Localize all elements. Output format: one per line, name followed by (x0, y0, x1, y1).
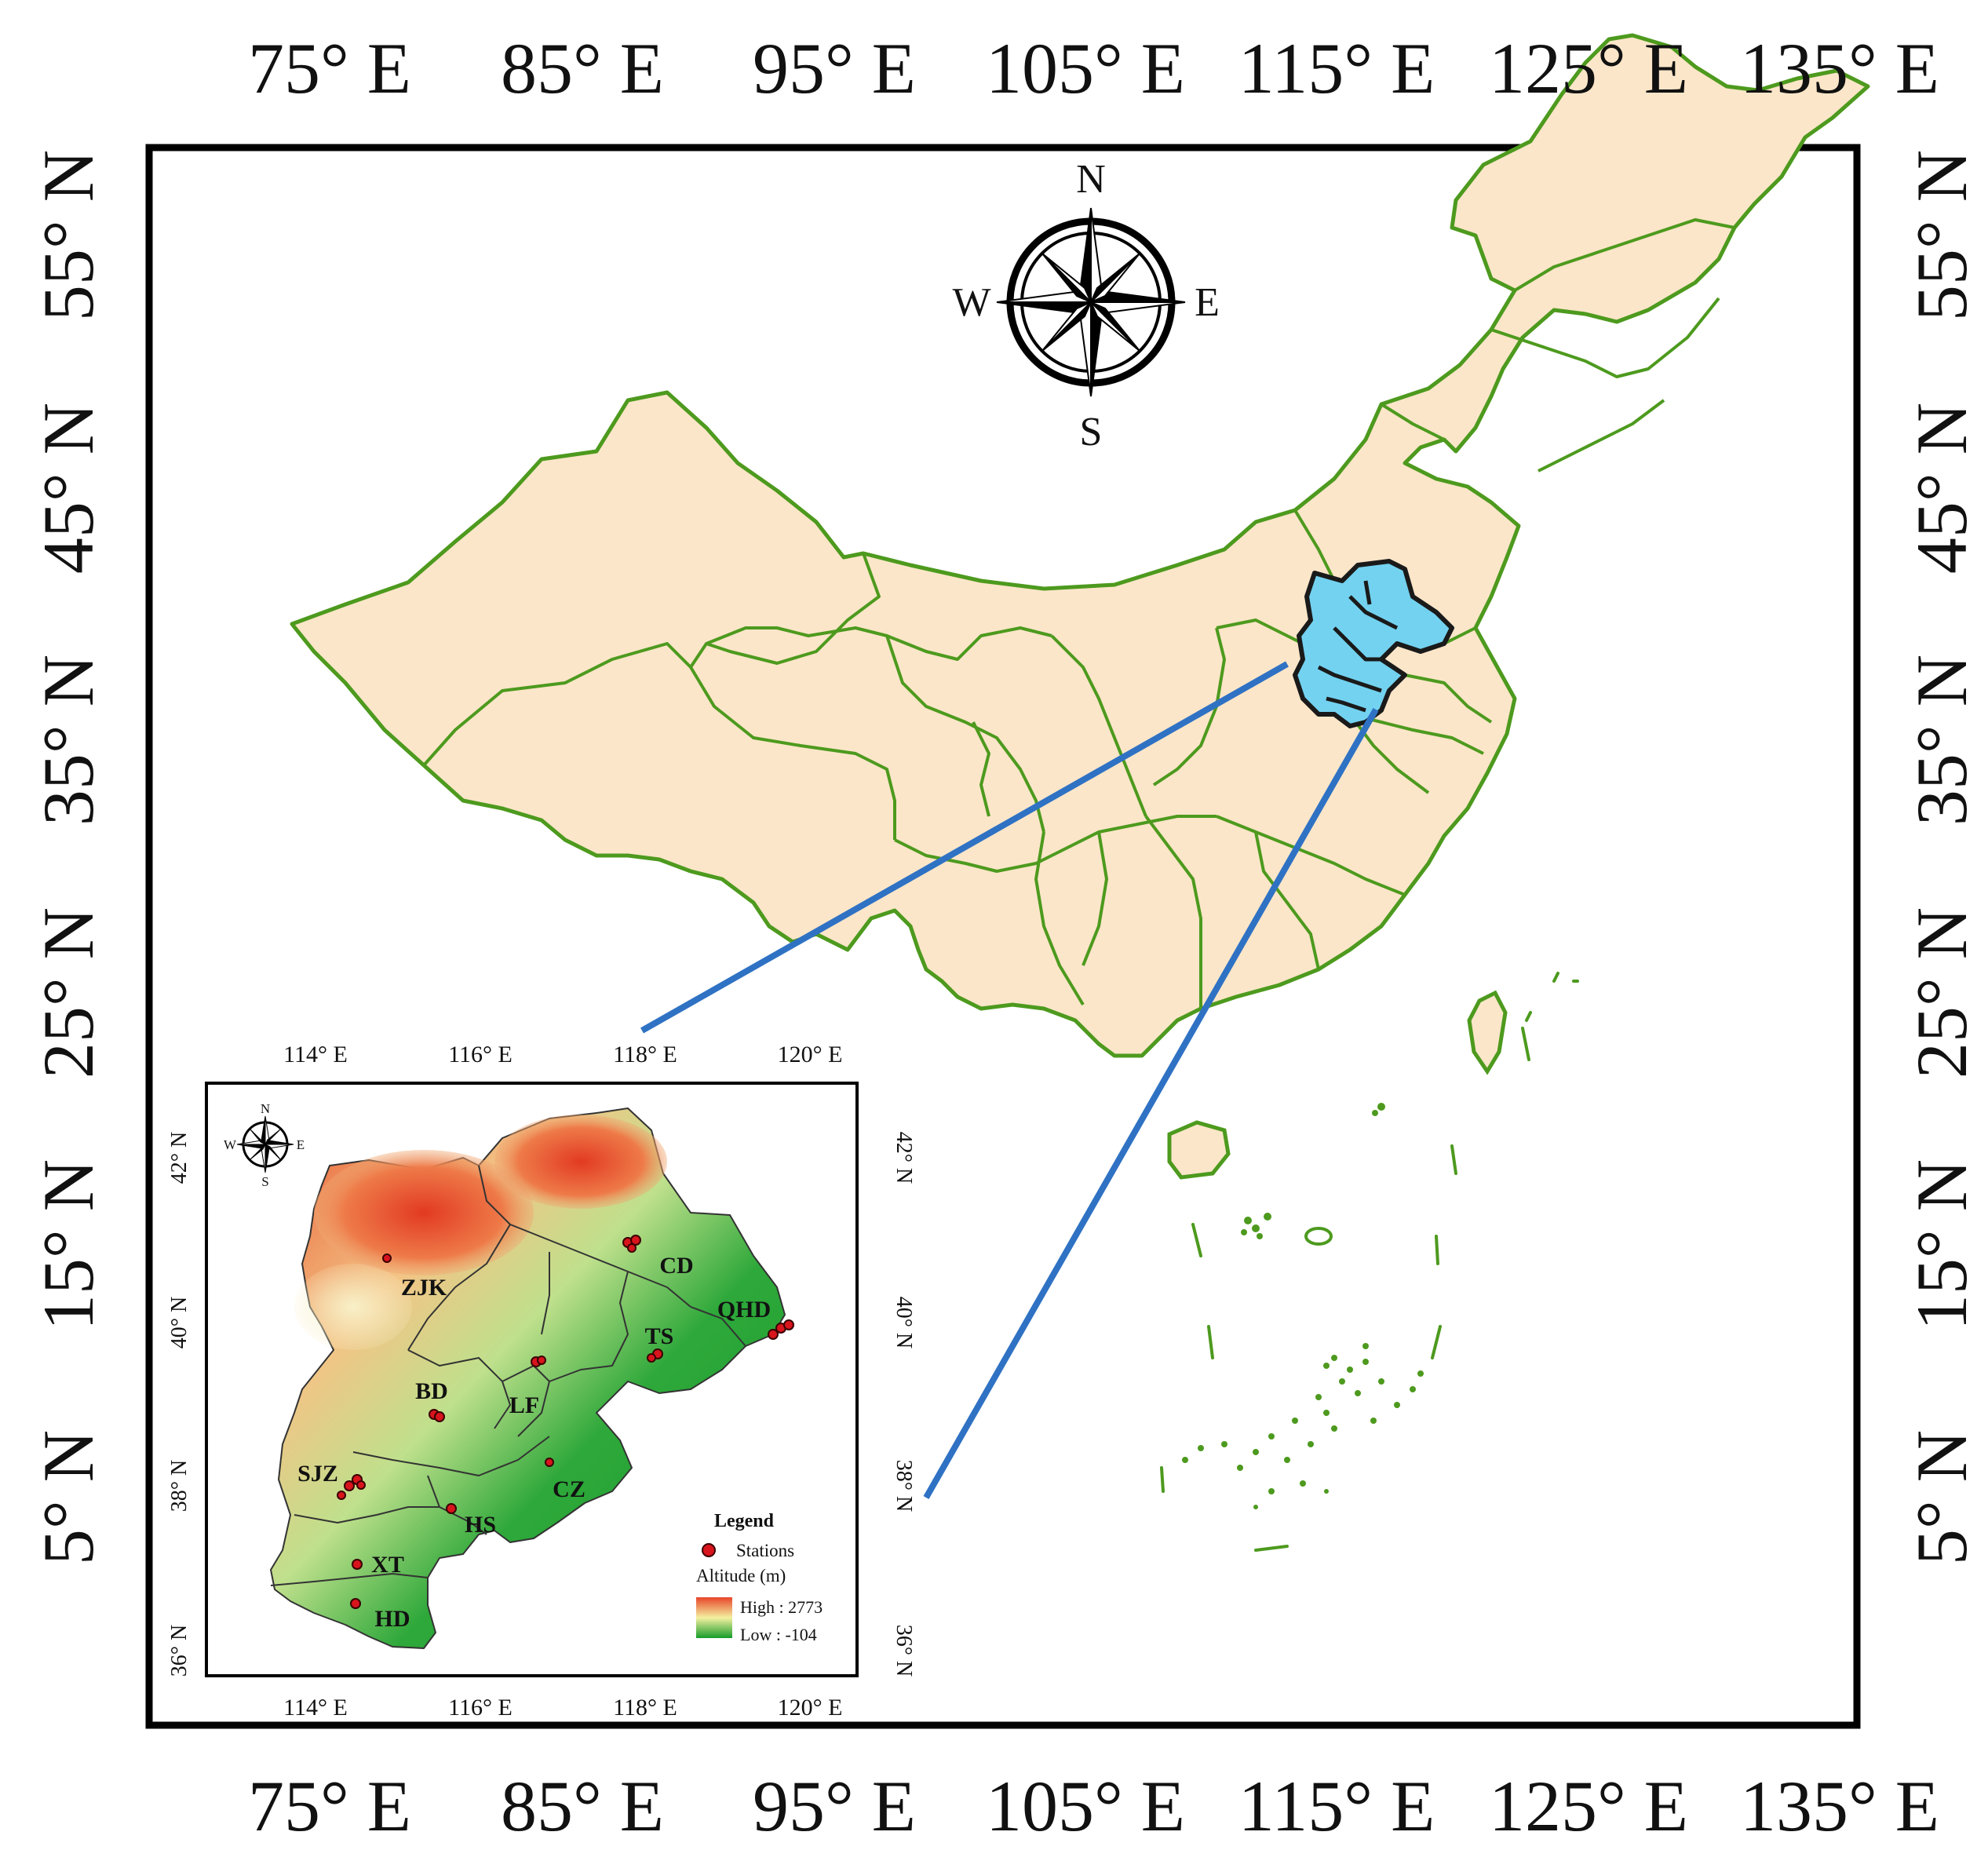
inset-left-tick-42n: 42° N (167, 1132, 192, 1184)
left-tick-55n: 55° N (28, 150, 108, 321)
inset-top-tick-116e: 116° E (448, 1042, 513, 1067)
city-bd: BD (415, 1378, 448, 1404)
inset-bottom-ticks: 114° E 116° E 118° E 120° E (283, 1695, 842, 1721)
main-map-frame (145, 144, 1861, 1729)
city-sjz: SJZ (297, 1461, 338, 1487)
inset-top-ticks: 114° E 116° E 118° E 120° E (283, 1042, 842, 1067)
city-xt: XT (371, 1552, 404, 1578)
top-tick-135e: 135° E (1740, 28, 1939, 108)
inset-top-tick-114e: 114° E (283, 1042, 348, 1067)
inset-compass-w: W (224, 1137, 237, 1152)
bottom-tick-135e: 135° E (1740, 1766, 1939, 1846)
main-top-ticks: 75° E 85° E 95° E 105° E 115° E 125° E 1… (248, 28, 1939, 108)
legend-low-label: Low : -104 (740, 1625, 817, 1644)
right-tick-25n: 25° N (1902, 907, 1982, 1078)
main-left-ticks: 55° N 45° N 35° N 25° N 15° N 5° N (28, 150, 108, 1565)
inset-mountain-north (314, 1150, 534, 1275)
right-tick-55n: 55° N (1902, 150, 1982, 321)
city-hs: HS (465, 1512, 496, 1538)
inset-compass: N S E W (224, 1101, 305, 1189)
station-markers (337, 1235, 794, 1609)
right-tick-45n: 45° N (1902, 403, 1982, 574)
compass-s-label: S (1080, 410, 1103, 454)
right-tick-35n: 35° N (1902, 655, 1982, 826)
left-tick-15n: 15° N (28, 1159, 108, 1330)
top-tick-75e: 75° E (248, 28, 411, 108)
legend-altitude-label: Altitude (m) (696, 1566, 786, 1585)
leader-line-upper (640, 661, 1289, 1034)
inset-right-tick-36n: 36° N (892, 1625, 916, 1677)
inset-legend: Legend Stations Altitude (m) High : 2773… (696, 1511, 823, 1644)
top-tick-125e: 125° E (1489, 28, 1688, 108)
main-bottom-ticks: 75° E 85° E 95° E 105° E 115° E 125° E 1… (248, 1766, 1939, 1846)
compass-w-label: W (952, 280, 990, 325)
left-tick-5n: 5° N (28, 1430, 108, 1565)
legend-station-symbol (702, 1543, 716, 1557)
top-tick-85e: 85° E (501, 28, 664, 108)
top-tick-105e: 105° E (986, 28, 1185, 108)
jingjinji-internal-borders (1317, 580, 1399, 713)
inset-top-tick-118e: 118° E (613, 1042, 677, 1067)
inset-right-tick-42n: 42° N (892, 1132, 916, 1184)
city-qhd: QHD (717, 1297, 771, 1323)
inset-bottom-tick-116e: 116° E (448, 1695, 513, 1721)
bottom-tick-125e: 125° E (1489, 1766, 1688, 1846)
china-landmass (290, 33, 1870, 1058)
inset-left-tick-40n: 40° N (167, 1297, 192, 1348)
inset-bottom-tick-114e: 114° E (283, 1695, 348, 1721)
city-cd: CD (659, 1253, 693, 1279)
city-hd: HD (375, 1606, 410, 1632)
inset-district-borders (270, 1165, 746, 1586)
bottom-tick-115e: 115° E (1238, 1766, 1435, 1846)
inset-plateau-west (294, 1264, 412, 1350)
top-tick-115e: 115° E (1238, 28, 1435, 108)
inset-compass-e: E (297, 1137, 305, 1152)
legend-altitude-ramp (696, 1597, 732, 1638)
inset-right-ticks: 42° N 40° N 38° N 36° N (892, 1132, 916, 1677)
inset-left-tick-38n: 38° N (167, 1460, 192, 1512)
taiwan-island (1467, 990, 1508, 1075)
legend-stations-label: Stations (736, 1541, 794, 1560)
left-tick-25n: 25° N (28, 907, 108, 1078)
inset-top-tick-120e: 120° E (778, 1042, 843, 1067)
bottom-tick-105e: 105° E (986, 1766, 1185, 1846)
inset-bottom-tick-118e: 118° E (613, 1695, 677, 1721)
inset-right-tick-38n: 38° N (892, 1460, 916, 1512)
inset-bottom-tick-120e: 120° E (778, 1695, 843, 1721)
city-zjk: ZJK (401, 1275, 447, 1301)
compass-e-label: E (1195, 280, 1220, 325)
left-tick-45n: 45° N (28, 403, 108, 574)
legend-title: Legend (714, 1511, 775, 1531)
main-right-ticks: 55° N 45° N 35° N 25° N 15° N 5° N (1902, 150, 1982, 1565)
inset-right-tick-40n: 40° N (892, 1297, 916, 1348)
bottom-tick-85e: 85° E (501, 1766, 664, 1846)
top-tick-95e: 95° E (753, 28, 916, 108)
inset-mountain-northeast (494, 1115, 667, 1209)
north-arrow-compass: N S E W (952, 157, 1219, 454)
bottom-tick-75e: 75° E (248, 1766, 411, 1846)
city-lf: LF (509, 1392, 539, 1418)
hainan-island (1167, 1120, 1231, 1180)
south-sea-islands (1182, 1103, 1424, 1509)
inset-left-tick-36n: 36° N (167, 1625, 192, 1677)
right-tick-5n: 5° N (1902, 1430, 1982, 1565)
inset-compass-s: S (261, 1174, 268, 1189)
city-cz: CZ (553, 1476, 585, 1502)
inset-left-ticks: 42° N 40° N 38° N 36° N (167, 1132, 192, 1677)
right-tick-15n: 15° N (1902, 1159, 1982, 1330)
jingjinji-highlight (1293, 559, 1454, 728)
compass-n-label: N (1076, 157, 1106, 202)
leader-line-lower (923, 708, 1379, 1499)
left-tick-35n: 35° N (28, 655, 108, 826)
inset-city-labels: ZJK CD QHD TS BD LF SJZ CZ HS XT HD (297, 1253, 771, 1632)
legend-high-label: High : 2773 (740, 1597, 823, 1617)
nine-dash-line (1160, 972, 1579, 1552)
bottom-tick-95e: 95° E (753, 1766, 916, 1846)
city-ts: TS (645, 1323, 674, 1349)
inset-compass-n: N (261, 1101, 270, 1116)
